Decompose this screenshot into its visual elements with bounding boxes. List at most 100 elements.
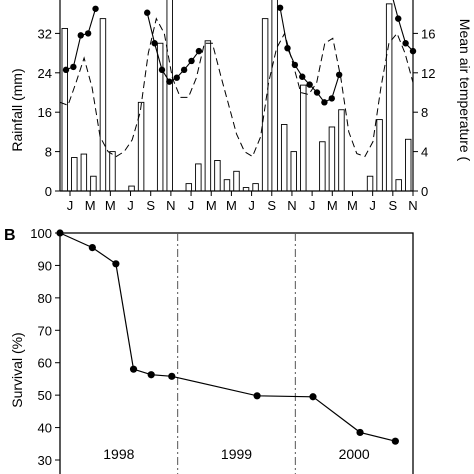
temperature-series	[62, 0, 417, 106]
x-tick-label: J	[309, 198, 316, 213]
survival-point	[56, 229, 64, 237]
survival-point	[129, 365, 138, 373]
rainfall-bar	[328, 126, 336, 192]
left-tick-label: 0	[45, 184, 52, 199]
x-tick-label: M	[347, 198, 358, 213]
rainfall-bar	[233, 170, 240, 192]
temperature-point	[335, 71, 343, 78]
survival-point	[88, 243, 96, 252]
rainfall-bar	[223, 179, 231, 192]
survival-tick-label: 40	[38, 421, 52, 436]
rainfall-bar	[366, 175, 374, 192]
survival-point	[253, 392, 261, 400]
rainfall-bar	[376, 119, 383, 192]
rainfall-bar	[90, 175, 97, 192]
rainfall-bar	[338, 109, 345, 192]
x-tick-label: S	[388, 198, 397, 213]
rainfall-bar	[185, 183, 193, 192]
survival-tick-label: 90	[38, 258, 52, 273]
right-tick-label: 0	[421, 184, 428, 199]
rainfall-bar	[252, 183, 259, 192]
survival-point	[356, 428, 364, 437]
temperature-line	[392, 0, 414, 52]
x-tick-label: M	[105, 198, 116, 213]
left-tick-label: 24	[38, 66, 52, 81]
x-tick-label: S	[267, 198, 276, 213]
survival-point	[112, 260, 120, 268]
survival-chart: B 30 40 50 60 70 80 90 100 1998 1999 2000 Survival…	[4, 226, 414, 474]
survival-point	[147, 371, 155, 379]
panel-b-label: B	[4, 227, 16, 244]
panel-b-frame	[59, 232, 414, 474]
x-tick-label: J	[369, 198, 376, 213]
x-tick-label: M	[327, 198, 338, 213]
x-tick-label: M	[206, 198, 217, 213]
rainfall-bar	[385, 3, 393, 192]
rainfall-temperature-chart: 0816243240048121620JMMJSNJMMJSNJMMJSN Ra…	[9, 0, 473, 213]
survival-tick-label: 30	[38, 453, 52, 468]
rainfall-bar	[80, 153, 88, 192]
rainfall-bar	[166, 0, 173, 192]
rainfall-bar	[71, 157, 78, 192]
survival-series	[56, 229, 399, 445]
rainfall-bar	[99, 18, 107, 192]
survival-tick-label: 100	[30, 226, 52, 241]
x-tick-label: N	[166, 198, 175, 213]
dashed-series	[59, 17, 414, 158]
temperature-line	[279, 7, 340, 104]
rainfall-bar	[280, 124, 288, 192]
survival-tick-label: 80	[38, 291, 52, 306]
year-label: 1999	[221, 446, 252, 462]
left-tick-label: 40	[38, 0, 52, 2]
rainfall-bar	[109, 151, 116, 192]
survival-tick-label: 60	[38, 356, 52, 371]
rainfall-bar	[214, 160, 221, 192]
temperature-point	[92, 5, 99, 12]
x-tick-label: N	[287, 198, 296, 213]
right-tick-label: 4	[421, 145, 428, 160]
rainfall-bar	[128, 185, 135, 192]
x-tick-label: J	[127, 198, 134, 213]
temperature-point	[276, 4, 284, 11]
survival-point	[168, 372, 176, 380]
x-tick-label: S	[146, 198, 155, 213]
x-tick-label: J	[188, 198, 195, 213]
survival-tick-label: 70	[38, 323, 52, 338]
left-tick-label: 32	[38, 26, 52, 41]
rainfall-bar	[405, 138, 412, 192]
rainfall-axis-title: Rainfall (mm)	[9, 68, 25, 151]
panel-a-axes: 0816243240048121620JMMJSNJMMJSNJMMJSN	[38, 0, 435, 213]
temperature-axis-title: Mean air temperature (	[457, 19, 473, 162]
survival-axis-title: Survival (%)	[9, 332, 25, 407]
temperature-line	[65, 8, 97, 71]
rainfall-bar	[204, 40, 212, 192]
x-tick-label: M	[226, 198, 237, 213]
right-tick-label: 12	[421, 66, 435, 81]
x-tick-label: N	[408, 198, 417, 213]
temperature-line	[146, 12, 200, 83]
right-tick-label: 16	[421, 26, 435, 41]
dashed-line	[59, 17, 414, 158]
x-tick-label: J	[67, 198, 74, 213]
rainfall-bars	[61, 0, 412, 192]
left-tick-label: 16	[38, 105, 52, 120]
right-tick-label: 20	[421, 0, 435, 2]
rainfall-bar	[319, 141, 326, 192]
rainfall-bar	[156, 42, 164, 192]
rainfall-bar	[195, 163, 202, 192]
year-label: 1998	[103, 446, 134, 462]
rainfall-bar	[300, 84, 307, 192]
left-tick-label: 8	[45, 145, 52, 160]
rainfall-bar	[290, 151, 297, 192]
survival-tick-label: 50	[38, 388, 52, 403]
temperature-point	[62, 66, 70, 74]
x-tick-label: M	[85, 198, 96, 213]
survival-point	[391, 437, 399, 445]
panel-b-axes: 30 40 50 60 70 80 90 100 1998 1999 2000	[30, 226, 414, 474]
rainfall-bar	[395, 179, 402, 192]
survival-point	[309, 393, 317, 401]
rainfall-bar	[271, 0, 278, 192]
x-tick-label: J	[248, 198, 255, 213]
year-label: 2000	[339, 446, 370, 462]
